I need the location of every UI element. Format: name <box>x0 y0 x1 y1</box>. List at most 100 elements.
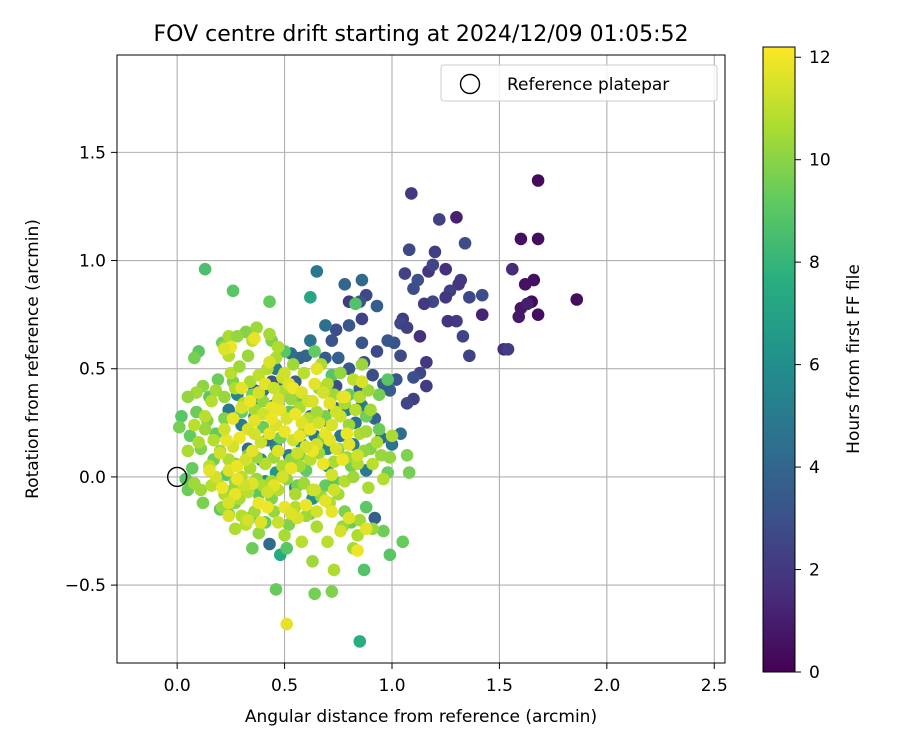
data-point <box>531 308 545 321</box>
data-point <box>359 522 373 536</box>
data-point <box>297 366 311 380</box>
data-point <box>233 431 246 445</box>
data-point <box>280 617 294 631</box>
data-point <box>289 407 302 421</box>
data-point <box>263 427 276 440</box>
data-point <box>383 451 397 464</box>
data-point <box>289 487 302 501</box>
data-point <box>263 327 276 341</box>
data-point <box>243 394 257 408</box>
data-point <box>188 351 201 365</box>
data-point <box>295 416 309 430</box>
data-point <box>428 245 442 259</box>
data-point <box>383 548 397 562</box>
colorbar-label: Hours from first FF file <box>844 264 864 454</box>
data-point <box>351 529 364 542</box>
chart-title: FOV centre drift starting at 2024/12/09 … <box>154 22 689 47</box>
data-point <box>205 394 218 408</box>
data-point <box>385 429 399 443</box>
data-point <box>342 438 356 451</box>
data-point <box>224 366 238 380</box>
data-point <box>420 379 433 393</box>
y-tick-label: 0.5 <box>79 360 106 380</box>
data-point <box>308 483 321 497</box>
y-tick-label: 1.5 <box>79 143 106 163</box>
legend: Reference platepar <box>440 64 718 102</box>
data-point <box>254 516 268 529</box>
data-point <box>310 520 324 533</box>
data-point <box>235 381 248 395</box>
data-point <box>207 433 220 447</box>
data-point <box>362 384 375 397</box>
x-tick-label: 1.5 <box>486 676 513 696</box>
data-point <box>506 262 519 276</box>
data-point <box>405 187 418 200</box>
data-point <box>284 392 298 406</box>
data-point <box>226 284 240 298</box>
data-point <box>400 397 414 410</box>
data-point <box>203 464 216 477</box>
data-point <box>383 384 397 397</box>
data-point <box>463 291 476 304</box>
data-point <box>327 483 341 497</box>
data-point <box>426 258 440 272</box>
data-point <box>325 505 339 518</box>
data-point <box>458 236 472 250</box>
data-point <box>359 500 373 514</box>
data-point <box>211 373 225 386</box>
data-point <box>246 542 259 555</box>
data-point <box>456 329 470 343</box>
data-point <box>310 405 324 419</box>
y-tick-label: 0.0 <box>79 468 106 488</box>
data-point <box>450 210 463 224</box>
data-point <box>233 360 246 373</box>
data-point <box>319 319 332 332</box>
data-point <box>248 414 261 427</box>
data-point <box>362 481 375 495</box>
data-point <box>370 436 384 449</box>
data-point <box>377 524 390 538</box>
data-point <box>334 366 347 380</box>
data-point <box>218 342 231 356</box>
data-point <box>282 518 296 531</box>
data-point <box>407 282 420 295</box>
data-point <box>280 542 294 555</box>
data-point <box>284 507 298 521</box>
y-axis-ticks: −0.5 0.0 0.5 1.0 1.5 <box>65 143 117 596</box>
data-point <box>417 297 431 311</box>
colorbar-tick-label: 4 <box>809 458 820 478</box>
data-point <box>329 405 343 419</box>
colorbar-tick-label: 10 <box>809 151 831 171</box>
data-point <box>295 386 309 399</box>
data-point <box>351 544 364 557</box>
data-point <box>463 349 476 363</box>
x-tick-label: 2.5 <box>701 676 728 696</box>
data-point <box>501 342 515 356</box>
data-point <box>357 563 371 577</box>
data-point <box>181 390 195 404</box>
data-point <box>331 351 345 365</box>
data-point <box>239 453 253 466</box>
data-point <box>329 323 343 337</box>
data-point <box>325 468 339 482</box>
data-point <box>308 345 321 358</box>
data-point <box>306 394 319 408</box>
colorbar-tick-label: 0 <box>809 663 820 683</box>
data-point <box>252 526 266 540</box>
data-point <box>222 509 236 523</box>
data-point <box>265 412 278 425</box>
data-point <box>570 293 584 306</box>
data-point <box>241 513 255 527</box>
data-point <box>198 262 212 276</box>
data-point <box>308 587 321 601</box>
data-point <box>218 423 231 436</box>
data-point <box>514 232 528 246</box>
data-points <box>173 174 584 648</box>
data-point <box>222 453 236 466</box>
data-point <box>215 481 229 495</box>
data-point <box>220 433 233 447</box>
data-point <box>306 555 319 568</box>
data-point <box>400 321 414 334</box>
data-point <box>398 267 412 280</box>
data-point <box>316 386 330 399</box>
